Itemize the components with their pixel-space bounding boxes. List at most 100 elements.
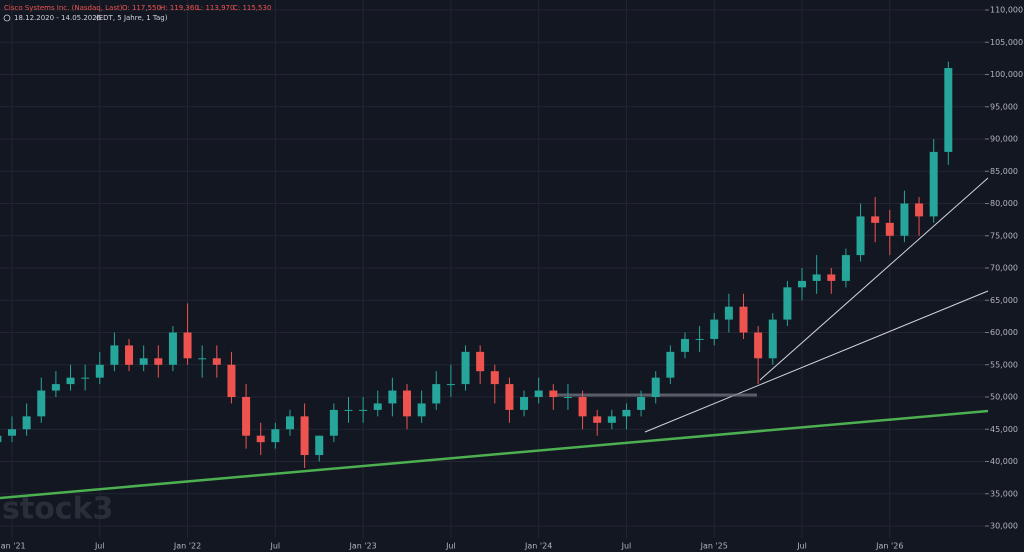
y-tick-label: 55,000	[990, 360, 1018, 369]
candle-body	[812, 274, 821, 281]
candle-body	[505, 384, 514, 410]
trend-line	[0, 409, 989, 500]
candle-body	[856, 216, 865, 256]
x-tick-label: Jan '24	[524, 542, 552, 551]
header: Cisco Systems Inc. (Nasdaq, Last) O: 117…	[3, 4, 271, 22]
candle-body	[432, 384, 441, 404]
low: L: 113,970	[197, 4, 234, 12]
x-tick-label: Jan '21	[0, 542, 26, 551]
candle-body	[198, 358, 207, 360]
x-tick-label: Jan '26	[875, 542, 903, 551]
y-tick-label: 110,000	[990, 6, 1023, 15]
symbol: Cisco Systems Inc. (Nasdaq, Last)	[4, 4, 123, 12]
candles	[0, 61, 953, 468]
x-tick-label: Jul	[445, 542, 456, 551]
candle-body	[300, 416, 309, 456]
candle-body	[51, 384, 60, 391]
candle-body	[37, 390, 46, 417]
high: H: 119,360	[160, 4, 199, 12]
candle-body	[841, 255, 850, 281]
candle-body	[256, 435, 265, 443]
candle-body	[798, 280, 807, 288]
x-tick-label: Jul	[796, 542, 807, 551]
x-tick-label: Jul	[621, 542, 632, 551]
x-tick-label: Jan '23	[348, 542, 376, 551]
candle-body	[680, 338, 689, 352]
candle-body	[724, 306, 733, 320]
candle-body	[622, 409, 631, 417]
y-tick-label: 85,000	[990, 167, 1018, 176]
candle-body	[8, 429, 16, 436]
candle-body	[359, 409, 368, 411]
candle-body	[285, 416, 294, 430]
candle-body	[95, 364, 104, 378]
trend-line	[759, 177, 989, 381]
candle-body	[154, 358, 163, 365]
candle-body	[373, 403, 382, 410]
x-tick-label: Jul	[94, 542, 105, 551]
candle-body	[871, 216, 880, 223]
candle-body	[212, 358, 221, 365]
candle-body	[271, 429, 280, 443]
close: C: 115,530	[233, 4, 271, 12]
candle-body	[388, 390, 397, 404]
y-tick-label: 65,000	[990, 296, 1018, 305]
candle-body	[139, 358, 148, 365]
candle-body	[446, 384, 455, 386]
candle-body	[563, 397, 572, 398]
candle-body	[827, 274, 836, 281]
date-range: 18.12.2020 - 14.05.2026	[14, 14, 102, 22]
candle-body	[885, 222, 894, 236]
open: O: 117,550	[122, 4, 161, 12]
candle-body	[168, 332, 177, 365]
candle-body	[22, 416, 31, 430]
y-tick-label: 45,000	[990, 425, 1018, 434]
y-tick-label: 30,000	[990, 522, 1018, 531]
candle-body	[534, 390, 543, 397]
candle-body	[666, 351, 675, 378]
candle-body	[0, 435, 2, 443]
candle-body	[710, 319, 719, 339]
candle-body	[607, 416, 616, 423]
candle-body	[549, 390, 558, 397]
candle-body	[490, 371, 499, 385]
candle-body	[66, 377, 75, 385]
x-tick-label: Jan '25	[700, 542, 728, 551]
y-tick-label: 80,000	[990, 199, 1018, 208]
candle-body	[329, 409, 338, 436]
candle-body	[944, 68, 953, 152]
x-tick-label: Jan '22	[173, 542, 201, 551]
y-tick-label: 75,000	[990, 231, 1018, 240]
candle-body	[110, 345, 119, 365]
candle-body	[183, 332, 192, 359]
y-tick-label: 70,000	[990, 264, 1018, 273]
candle-body	[81, 377, 90, 379]
candle-body	[593, 416, 602, 423]
candle-body	[461, 351, 470, 385]
y-tick-label: 100,000	[990, 70, 1023, 79]
trend-line	[644, 290, 989, 433]
candle-body	[768, 319, 777, 359]
candle-body	[900, 203, 909, 236]
y-tick-label: 35,000	[990, 489, 1018, 498]
candle-body	[637, 397, 646, 410]
candle-body	[695, 338, 704, 340]
candle-body	[315, 435, 324, 456]
candle-body	[227, 364, 236, 397]
x-tick-label: Jul	[270, 542, 281, 551]
candle-body	[125, 345, 134, 365]
y-tick-label: 105,000	[990, 38, 1023, 47]
candle-body	[915, 203, 924, 217]
candle-body	[783, 287, 792, 320]
candle-body	[403, 390, 412, 417]
candle-body	[578, 397, 587, 417]
candle-body	[754, 332, 763, 359]
y-tick-label: 95,000	[990, 102, 1018, 111]
candle-body	[929, 151, 938, 217]
candle-body	[651, 377, 660, 397]
candle-body	[739, 306, 748, 333]
candle-body	[344, 409, 353, 411]
